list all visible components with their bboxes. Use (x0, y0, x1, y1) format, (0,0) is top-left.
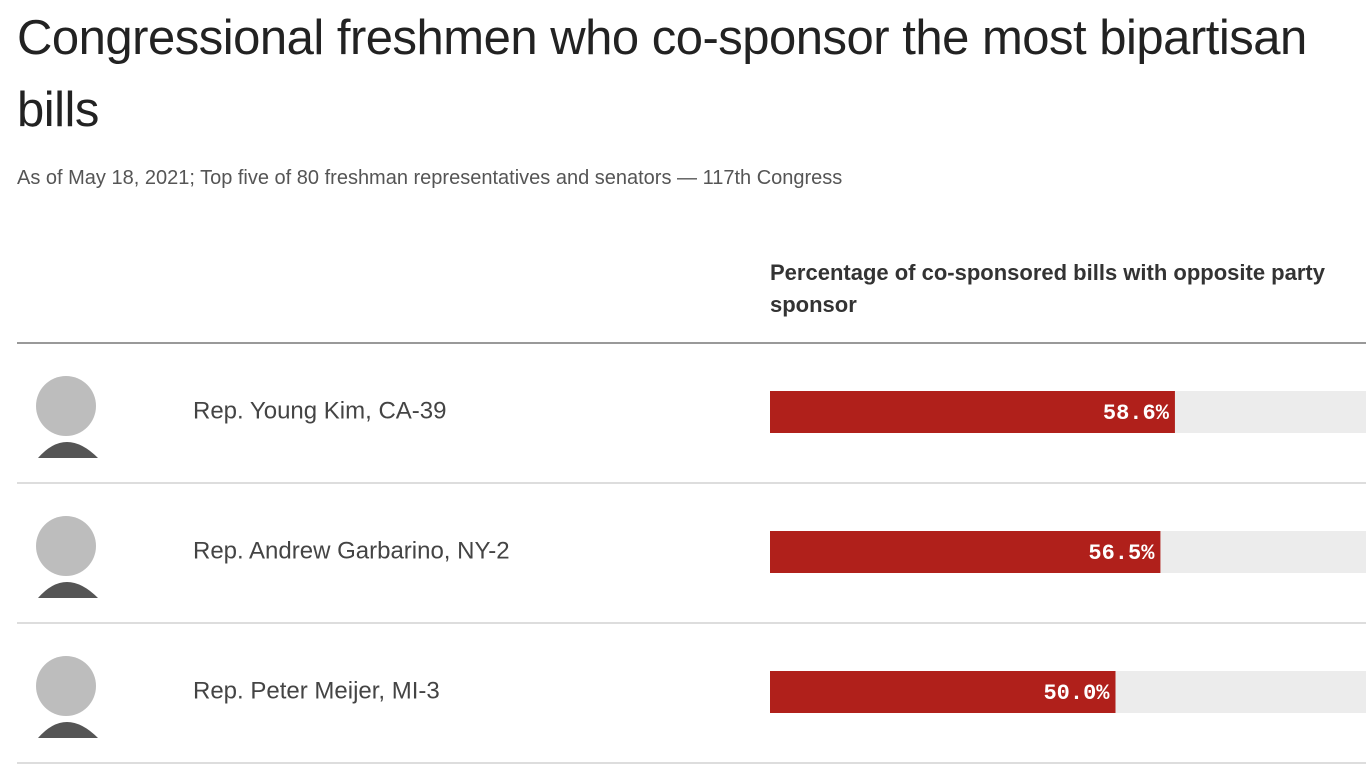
bar (770, 391, 1175, 433)
column-header: Percentage of co-sponsored bills with op… (770, 260, 1325, 317)
bar (770, 531, 1161, 573)
row-label: Rep. Peter Meijer, MI-3 (193, 677, 440, 704)
portrait (36, 516, 96, 576)
row-label: Rep. Young Kim, CA-39 (193, 397, 447, 424)
portrait-shoulders (38, 442, 98, 458)
chart-title: Congressional freshmen who co-sponsor th… (17, 11, 1307, 137)
portrait (36, 376, 96, 436)
portrait-shoulders (38, 722, 98, 738)
chart-subtitle: As of May 18, 2021; Top five of 80 fresh… (17, 167, 843, 189)
portrait-shoulders (38, 582, 98, 598)
value-label: 56.5% (1088, 541, 1155, 566)
portrait (36, 656, 96, 716)
bar (770, 671, 1116, 713)
value-label: 50.0% (1043, 681, 1110, 706)
row-label: Rep. Andrew Garbarino, NY-2 (193, 537, 510, 564)
value-label: 58.6% (1103, 401, 1170, 426)
